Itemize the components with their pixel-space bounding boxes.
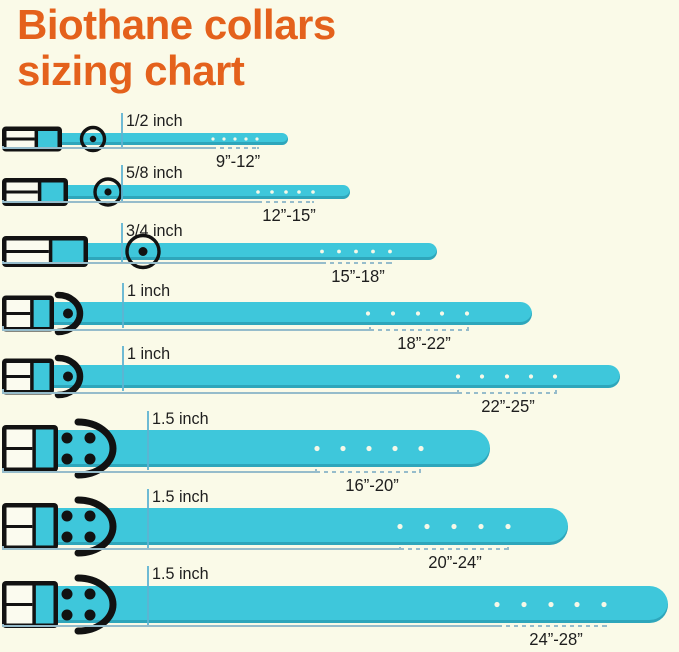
collar-band xyxy=(2,302,532,325)
collar-band xyxy=(2,430,490,467)
collar-width-label: 1 inch xyxy=(127,344,171,363)
collar-width-label: 1/2 inch xyxy=(126,111,183,130)
collar-width-label: 1.5 inch xyxy=(152,487,209,506)
size-range-bracket xyxy=(2,468,421,473)
size-range-bracket xyxy=(2,389,557,394)
collar-width-label: 5/8 inch xyxy=(126,163,183,182)
neck-size-range-label: 20”-24” xyxy=(428,552,482,572)
collar-band xyxy=(2,508,568,545)
size-range-bracket xyxy=(2,326,469,331)
neck-size-range-label: 12”-15” xyxy=(262,205,316,225)
collar-width-label: 1 inch xyxy=(127,281,171,300)
neck-size-range-label: 15”-18” xyxy=(331,266,385,286)
collar-band xyxy=(2,185,350,199)
neck-size-range-label: 18”-22” xyxy=(397,333,451,353)
neck-size-range-label: 16”-20” xyxy=(345,475,399,495)
page-title: Biothane collars sizing chart xyxy=(17,2,336,94)
size-range-bracket xyxy=(2,624,607,627)
collar-band xyxy=(2,365,620,388)
neck-size-range-label: 22”-25” xyxy=(481,396,535,416)
collar-band xyxy=(2,243,437,260)
title-line-1: Biothane collars xyxy=(17,1,336,48)
size-range-bracket xyxy=(2,146,259,149)
collar-width-label: 1.5 inch xyxy=(152,564,209,583)
neck-size-range-label: 9”-12” xyxy=(215,151,261,171)
title-line-2: sizing chart xyxy=(17,47,245,94)
neck-size-range-label: 24”-28” xyxy=(529,629,583,649)
size-range-bracket xyxy=(2,261,392,264)
collar-band xyxy=(2,133,288,145)
size-range-bracket xyxy=(2,546,509,550)
collar-band xyxy=(2,586,668,623)
size-range-bracket xyxy=(2,200,314,203)
collar-width-label: 1.5 inch xyxy=(152,409,209,428)
collar-width-label: 3/4 inch xyxy=(126,221,183,240)
